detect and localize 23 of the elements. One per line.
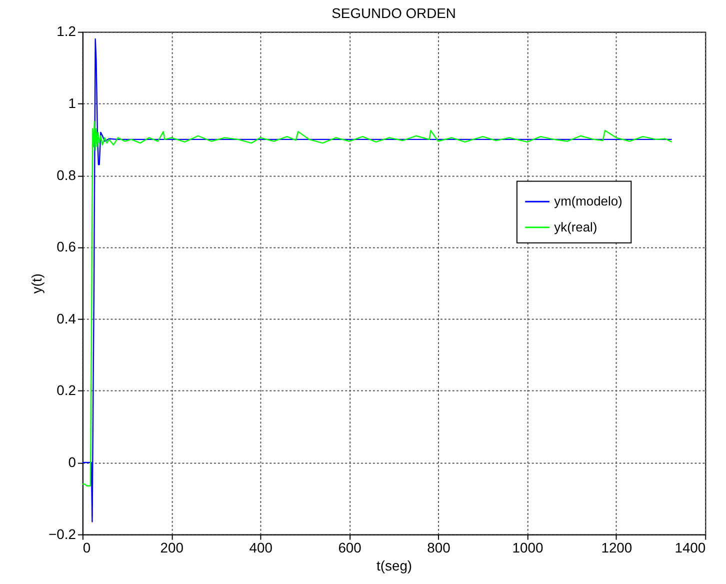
line-series: [82, 120, 672, 486]
x-tick-label: 400: [249, 540, 273, 556]
x-tick-label: 600: [338, 540, 362, 556]
y-tick-label: 1.2: [56, 23, 76, 40]
y-tick-label: −0.2: [48, 526, 76, 542]
chart-title: SEGUNDO ORDEN: [332, 4, 456, 21]
y-tick-label: 0: [68, 454, 76, 470]
y-tick-label: 1: [68, 95, 76, 112]
x-tick-label: 1000: [512, 540, 544, 556]
x-tick-label: 1400: [674, 540, 706, 556]
x-tick-label: 800: [427, 540, 451, 556]
x-tick-label: 1200: [601, 540, 632, 556]
y-tick-label: 0.4: [56, 310, 76, 326]
y-axis-title: y(t): [28, 274, 45, 294]
x-axis-title: t(seg): [376, 558, 412, 574]
y-tick-label: 0.6: [56, 238, 76, 255]
legend-label: ym(modelo): [554, 194, 622, 209]
x-tick-label: 200: [160, 540, 184, 556]
legend-label: yk(real): [554, 219, 598, 234]
line-series: [82, 38, 672, 522]
y-tick-label: 0.8: [56, 166, 76, 183]
y-tick-label: 0.2: [56, 382, 76, 398]
x-tick-label: 0: [82, 540, 91, 556]
